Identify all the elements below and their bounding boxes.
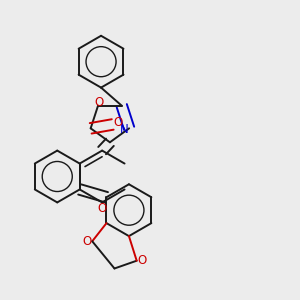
Text: O: O [95, 96, 104, 109]
Text: O: O [137, 254, 147, 267]
Text: O: O [82, 235, 92, 248]
Text: O: O [98, 202, 107, 215]
Text: O: O [113, 116, 123, 130]
Text: N: N [119, 123, 128, 136]
